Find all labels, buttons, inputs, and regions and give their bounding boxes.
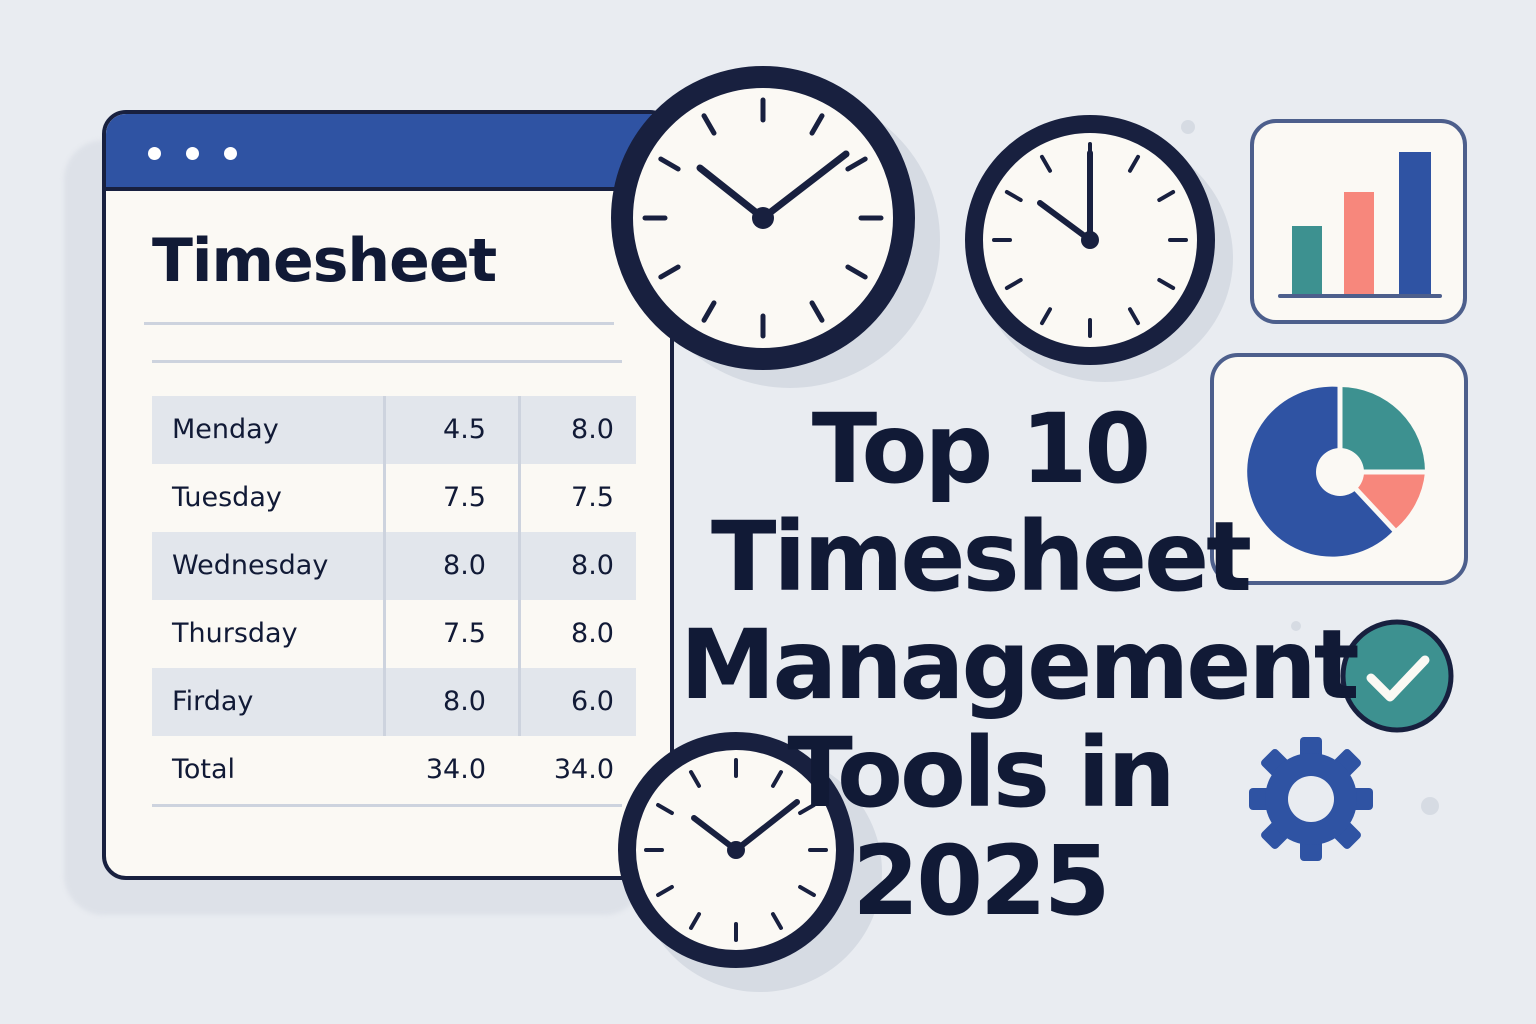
- day-cell: Tuesday: [172, 482, 282, 513]
- clock-tick: [771, 912, 783, 930]
- hours-cell: 4.5: [443, 414, 486, 445]
- table-row: Firday 8.0 6.0: [152, 668, 636, 736]
- timesheet-table: Menday 4.5 8.0 Tuesday 7.5 7.5 Wednesday…: [152, 396, 636, 807]
- decor-dot: [1421, 797, 1439, 815]
- timesheet-title: Timesheet: [152, 226, 497, 296]
- hours-cell: 34.0: [425, 754, 486, 785]
- clock-tick: [771, 770, 783, 788]
- clock-tick: [689, 770, 701, 788]
- hours-cell: 34.0: [553, 754, 614, 785]
- clock-tick: [658, 264, 681, 280]
- table-row-total: Total 34.0 34.0: [152, 736, 636, 804]
- divider: [144, 322, 614, 325]
- hours-cell: 8.0: [443, 550, 486, 581]
- hours-cell: 8.0: [571, 618, 614, 649]
- day-cell: Firday: [172, 686, 254, 717]
- gear-icon: [1249, 737, 1373, 861]
- window-dot-icon: [224, 147, 237, 160]
- hours-cell: 7.5: [571, 482, 614, 513]
- headline-line: Tools in: [787, 717, 1175, 829]
- day-cell: Total: [172, 754, 236, 785]
- clock-tick: [656, 803, 674, 815]
- headline-line: Management: [680, 609, 1360, 721]
- checkmark-icon: [1340, 619, 1454, 733]
- clock-tick: [809, 113, 825, 136]
- hours-cell: 8.0: [571, 550, 614, 581]
- table-row: Thursday 7.5 8.0: [152, 600, 636, 668]
- hours-cell: 8.0: [571, 414, 614, 445]
- clock-tick: [1157, 278, 1176, 290]
- column-divider: [518, 396, 521, 736]
- clock-tick: [845, 156, 868, 172]
- hours-cell: 7.5: [443, 482, 486, 513]
- table-row: Wednesday 8.0 8.0: [152, 532, 636, 600]
- pie-chart-icon: [1210, 353, 1468, 585]
- day-cell: Thursday: [172, 618, 298, 649]
- clock-tick: [798, 885, 816, 897]
- window-dot-icon: [186, 147, 199, 160]
- bar-chart-icon: [1250, 119, 1467, 324]
- clock-tick: [656, 885, 674, 897]
- clock-tick: [689, 912, 701, 930]
- clock-tick: [1004, 190, 1023, 202]
- clock-tick: [1004, 278, 1023, 290]
- hours-cell: 8.0: [443, 686, 486, 717]
- headline: Top 10 Timesheet Management Tools in 202…: [680, 393, 1360, 937]
- decor-dot: [1181, 120, 1195, 134]
- clock-tick: [809, 300, 825, 323]
- headline-line: Timesheet: [710, 501, 1252, 613]
- hours-cell: 7.5: [443, 618, 486, 649]
- clock-icon: [618, 732, 854, 968]
- clock-tick: [1040, 307, 1052, 326]
- hours-cell: 6.0: [571, 686, 614, 717]
- divider: [152, 360, 622, 363]
- day-cell: Wednesday: [172, 550, 329, 581]
- clock-tick: [845, 264, 868, 280]
- clock-icon: [965, 115, 1215, 365]
- window-titlebar: [106, 114, 670, 191]
- clock-tick: [701, 300, 717, 323]
- clock-tick: [1157, 190, 1176, 202]
- day-cell: Menday: [172, 414, 279, 445]
- clock-tick: [1040, 154, 1052, 173]
- clock-tick: [798, 803, 816, 815]
- clock-tick: [1128, 307, 1140, 326]
- clock-tick: [1128, 154, 1140, 173]
- clock-icon: [611, 66, 915, 370]
- decor-dot: [1291, 621, 1301, 631]
- table-row: Menday 4.5 8.0: [152, 396, 636, 464]
- headline-line: Top 10: [811, 393, 1151, 505]
- clock-tick: [658, 156, 681, 172]
- headline-line: 2025: [852, 825, 1110, 937]
- timesheet-window: Timesheet Menday 4.5 8.0 Tuesday 7.5 7.5…: [102, 110, 674, 880]
- column-divider: [383, 396, 386, 736]
- divider: [152, 804, 622, 807]
- table-row: Tuesday 7.5 7.5: [152, 464, 636, 532]
- clock-tick: [701, 113, 717, 136]
- window-dot-icon: [148, 147, 161, 160]
